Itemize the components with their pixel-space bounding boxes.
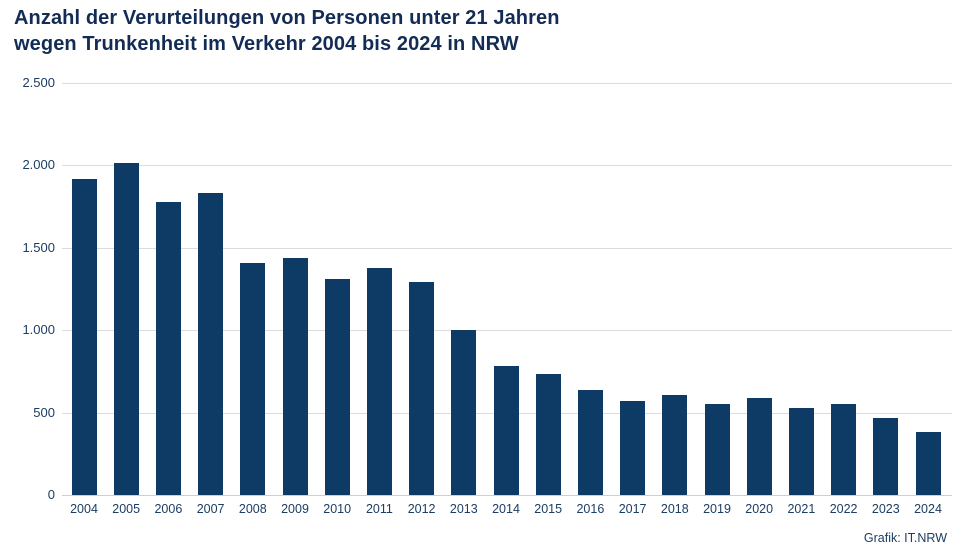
bar-2015 [535,373,561,495]
y-tick-label-500: 500 [33,404,55,420]
bar-2019 [704,403,730,495]
x-tick-label-2012: 2012 [407,502,436,516]
bar-2022 [831,403,857,495]
y-tick-label-2000: 2.000 [22,157,55,173]
y-tick-label-1500: 1.500 [22,239,55,255]
chart-title: Anzahl der Verurteilungen von Personen u… [14,5,560,57]
bar-2009 [282,257,308,495]
bar-2005 [113,162,139,495]
gridline-y-0 [62,495,952,496]
y-tick-label-1000: 1.000 [22,322,55,338]
x-tick-label-2011: 2011 [365,502,393,516]
bar-2013 [451,330,477,495]
bar-2011 [366,268,392,495]
x-tick-label-2020: 2020 [745,502,774,516]
x-tick-label-2009: 2009 [281,502,309,516]
gridline-y-1500 [62,247,952,249]
x-tick-label-2021: 2021 [787,502,816,516]
x-tick-label-2019: 2019 [703,502,731,516]
x-tick-label-2004: 2004 [70,502,98,516]
y-tick-label-0: 0 [47,487,55,502]
x-tick-label-2022: 2022 [829,502,858,516]
x-tick-label-2013: 2013 [449,502,478,516]
gridline-y-2500 [62,83,952,84]
x-tick-label-2010: 2010 [323,502,352,516]
bar-2006 [155,202,181,495]
bar-2010 [324,279,350,495]
bar-2024 [915,432,941,495]
x-tick-label-2005: 2005 [112,502,141,516]
x-tick-label-2024: 2024 [914,502,942,516]
x-tick-label-2016: 2016 [576,502,605,516]
bar-2018 [662,395,688,495]
x-tick-label-2014: 2014 [492,502,520,516]
chart-title-line2: wegen Trunkenheit im Verkehr 2004 bis 20… [14,33,519,55]
x-tick-label-2007: 2007 [196,502,225,516]
bar-2004 [71,178,97,495]
x-tick-label-2018: 2018 [660,502,689,516]
bar-2020 [746,397,772,495]
bar-2021 [788,408,814,495]
y-tick-label-2500: 2.500 [22,75,55,90]
gridline-y-1000 [62,330,952,332]
bar-2012 [409,281,435,495]
bar-2023 [873,417,899,495]
x-tick-label-2023: 2023 [871,502,900,516]
bar-2007 [198,192,224,495]
chart-credit: Grafik: IT.NRW [863,531,947,545]
bar-2016 [577,389,603,495]
bar-2008 [240,263,266,495]
gridline-y-2000 [62,165,952,167]
bar-2017 [620,401,646,495]
bar-2014 [493,365,519,495]
x-tick-label-2006: 2006 [154,502,183,516]
x-tick-label-2015: 2015 [534,502,563,516]
x-tick-label-2017: 2017 [618,502,647,516]
chart-title-line1: Anzahl der Verurteilungen von Personen u… [14,7,560,29]
x-tick-label-2008: 2008 [238,502,267,516]
